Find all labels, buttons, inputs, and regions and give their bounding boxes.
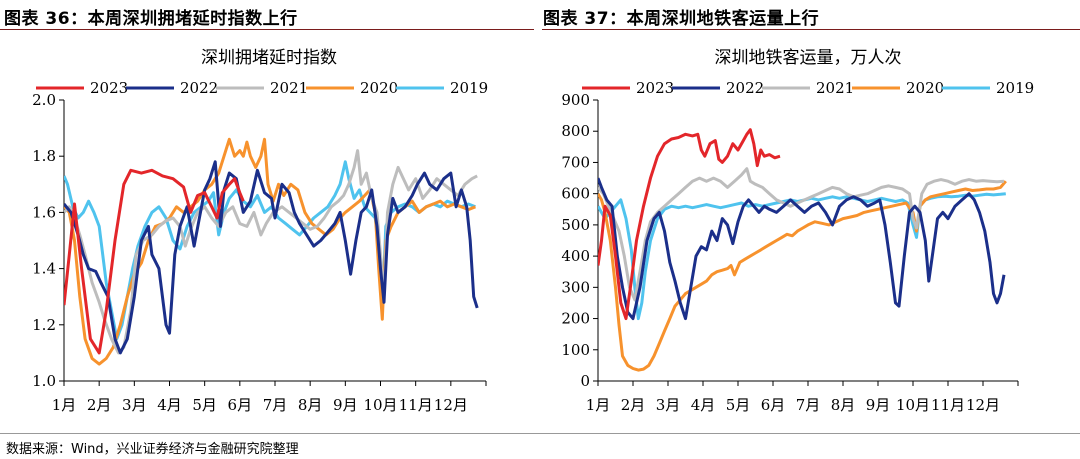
y-tick-label: 500 [561,216,590,234]
legend: 2023 2022 2021 2020 2019 [36,79,488,97]
series-line-2022 [64,160,479,355]
x-tick-label: 12月 [434,396,468,414]
x-tick-label: 4月 [691,396,716,414]
x-tick-label: 1月 [52,396,77,414]
legend-label-2021: 2021 [270,79,308,97]
legend-label-2020: 2020 [360,79,398,97]
series-line-2023 [598,128,781,321]
x-tick-label: 7月 [263,396,288,414]
y-tick-label: 800 [561,122,590,140]
x-tick-label: 6月 [761,396,786,414]
x-tick-label: 2月 [621,396,646,414]
figure-title-right: 图表 37：本周深圳地铁客运量上行 [543,9,820,29]
x-tick-label: 3月 [122,396,147,414]
x-tick-label: 5月 [726,396,751,414]
x-tick-label: 11月 [399,396,433,414]
y-tick-label: 1.2 [32,316,56,334]
x-tick-label: 7月 [796,396,821,414]
y-tick-label: 1.6 [32,203,56,221]
x-tick-label: 6月 [228,396,253,414]
x-tick-label: 1月 [586,396,611,414]
legend-label-2019: 2019 [450,79,488,97]
series-line-2021 [598,167,1005,302]
y-tick-label: 2.0 [32,91,56,109]
x-tick-label: 11月 [931,396,965,414]
chart-title: 深圳地铁客运量，万人次 [715,48,902,68]
y-tick-label: 1.0 [32,372,56,390]
legend-label-2022: 2022 [726,79,764,97]
y-tick-label: 1.4 [32,260,56,278]
x-tick-label: 2月 [87,396,112,414]
x-tick-label: 8月 [298,396,323,414]
y-tick-label: 300 [561,278,590,296]
series-line-2023 [64,168,245,355]
x-tick-label: 4月 [157,396,182,414]
x-tick-label: 12月 [966,396,1000,414]
y-tick-label: 400 [561,247,590,265]
legend-label-2022: 2022 [180,79,218,97]
y-tick-label: 200 [561,310,590,328]
x-tick-label: 9月 [866,396,891,414]
x-tick-label: 10月 [896,396,930,414]
x-tick-label: 3月 [656,396,681,414]
y-tick-label: 900 [561,91,590,109]
legend-label-2023: 2023 [636,79,674,97]
y-tick-label: 700 [561,153,590,171]
series-line-2020 [598,180,1007,372]
legend-label-2021: 2021 [816,79,854,97]
legend-label-2019: 2019 [996,79,1034,97]
y-tick-label: 100 [561,341,590,359]
x-tick-label: 9月 [333,396,358,414]
legend-label-2023: 2023 [90,79,128,97]
x-tick-label: 5月 [192,396,217,414]
x-tick-label: 10月 [363,396,397,414]
y-tick-label: 1.8 [32,147,56,165]
legend-label-2020: 2020 [906,79,944,97]
series-line-2022 [598,177,1006,321]
x-tick-label: 8月 [831,396,856,414]
title-rule-left [0,29,534,30]
source-note: 数据来源：Wind，兴业证券经济与金融研究院整理 [6,442,299,457]
y-tick-label: 600 [561,185,590,203]
figure-title-left: 图表 36：本周深圳拥堵延时指数上行 [4,9,298,29]
y-tick-label: 0 [580,372,590,390]
footer-rule [0,433,1080,434]
chart-title: 深圳拥堵延时指数 [201,48,337,68]
title-rule-right [542,29,1080,30]
legend: 2023 2022 2021 2020 2019 [582,79,1034,97]
metro-ridership-chart: 深圳地铁客运量，万人次 2023 2022 2021 2020 2019 0 100 200 30… [561,48,1034,414]
congestion-index-chart: 深圳拥堵延时指数 2023 2022 2021 2020 2019 1.0 1.2 1.4 1.6… [32,48,488,414]
